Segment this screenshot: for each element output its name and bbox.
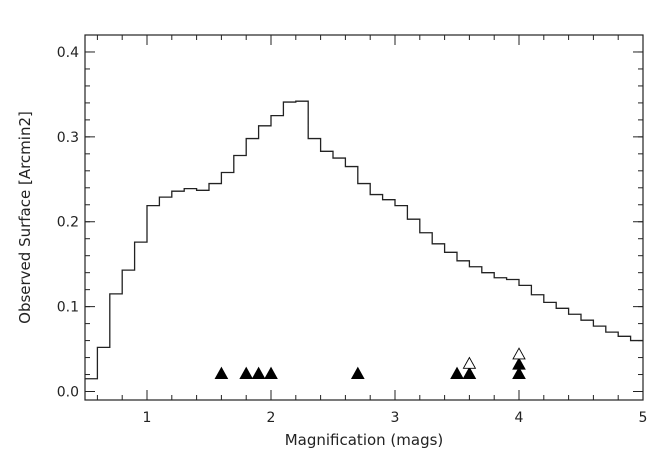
filled-triangle-marker: [462, 366, 477, 379]
y-tick-label: 0.4: [57, 45, 79, 61]
y-axis-label: Observed Surface [Arcmin2]: [16, 111, 34, 324]
x-tick-label: 1: [143, 410, 152, 426]
filled-triangle-marker: [214, 366, 229, 379]
y-tick-label: 0.0: [57, 385, 79, 401]
x-tick-label: 4: [515, 410, 524, 426]
open-triangle-marker: [462, 356, 477, 369]
filled-triangle-marker: [512, 366, 526, 379]
filled-triangle-marker: [264, 366, 278, 379]
filled-triangle-marker: [450, 366, 464, 379]
x-tick-label: 3: [391, 410, 400, 426]
filled-triangle-marker: [239, 366, 254, 379]
tick-marks: [85, 35, 644, 400]
y-tick-label: 0.2: [57, 215, 79, 231]
x-tick-label: 5: [639, 410, 648, 426]
event-markers: [214, 347, 526, 379]
open-triangle-marker: [512, 347, 526, 360]
x-axis-label: Magnification (mags): [285, 431, 444, 449]
filled-triangle-marker: [350, 366, 365, 379]
filled-triangle-marker: [512, 357, 526, 370]
filled-triangle-marker: [251, 366, 266, 379]
x-tick-label: 2: [267, 410, 276, 426]
tick-labels: 1 2 3 4 5 0.0 0.1 0.2 0.3 0.4: [57, 45, 648, 426]
histogram-step-line: [85, 100, 643, 380]
y-tick-label: 0.1: [57, 300, 79, 316]
plot-frame: [84, 34, 644, 401]
y-tick-label: 0.3: [57, 130, 79, 146]
